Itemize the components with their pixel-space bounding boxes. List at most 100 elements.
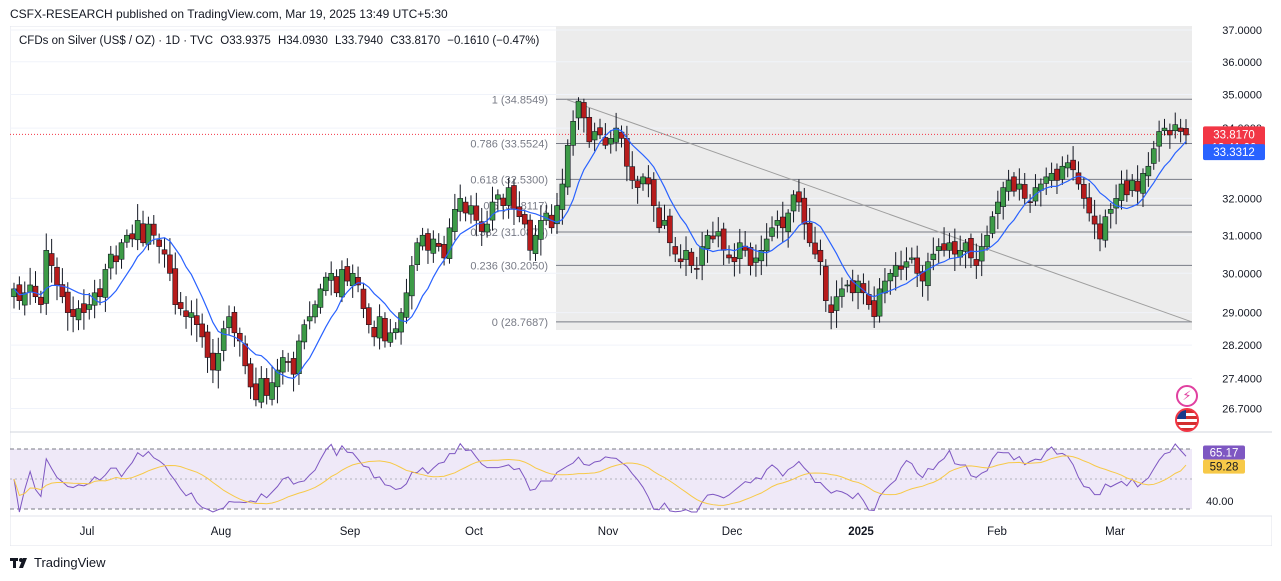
fib-level-label: 0.236 (30.2050) (470, 260, 548, 272)
candle-body (226, 316, 232, 329)
candle-body (247, 363, 254, 388)
candle-body (629, 166, 636, 181)
price-tick-label: 32.0000 (1222, 193, 1262, 205)
fib-level-label: 0 (28.7687) (492, 317, 548, 329)
price-tick-label: 28.2000 (1222, 340, 1262, 352)
candle-body (323, 276, 329, 292)
candle-body (430, 238, 437, 254)
candle-body (1054, 168, 1060, 181)
price-tick-label: 31.0000 (1222, 230, 1262, 242)
candle-body (285, 361, 291, 363)
candle-body (489, 201, 496, 221)
candle-body (796, 191, 802, 203)
candle-body (624, 138, 630, 167)
time-axis-label: Sep (340, 526, 360, 538)
time-axis-label: 2025 (848, 526, 874, 538)
candle-body (1043, 176, 1050, 184)
candle-body (613, 127, 619, 143)
fib-level-label: 0.786 (33.5524) (470, 138, 548, 150)
candle-body (258, 378, 265, 403)
candle-body (1011, 176, 1017, 192)
candle-body (113, 255, 119, 263)
candle-body (1021, 184, 1028, 199)
candle-body (215, 353, 222, 371)
candle-body (758, 250, 765, 262)
candle-body (575, 100, 582, 119)
fib-level-label: 0.618 (32.5300) (470, 174, 548, 186)
candle-body (1064, 162, 1071, 169)
candle-body (935, 246, 942, 251)
fib-level-label: 1 (34.8549) (492, 94, 548, 106)
candle-body (516, 206, 523, 217)
candle-body (328, 272, 334, 281)
candle-body (183, 310, 189, 317)
candle-body (43, 250, 50, 304)
candle-body (779, 216, 786, 229)
candle-body (134, 220, 141, 241)
candle-body (495, 194, 501, 200)
candle-body (602, 137, 609, 146)
candle-body (667, 215, 673, 244)
candle-body (296, 340, 302, 374)
candle-body (839, 288, 845, 297)
candle-body (693, 268, 700, 270)
candle-body (817, 249, 824, 263)
candle-body (118, 242, 125, 260)
rsi-ma-badge (1203, 459, 1245, 474)
candle-body (102, 269, 109, 298)
candle-body (995, 201, 1001, 214)
us-flag-canton (1177, 410, 1186, 419)
lightning-icon[interactable]: ⚡ (1176, 385, 1198, 407)
tradingview-brand[interactable]: TradingView (10, 555, 106, 570)
rsi-line (13, 442, 1187, 513)
time-axis-label: Jul (80, 526, 95, 538)
candle-body (876, 288, 883, 317)
price-tick-label: 36.0000 (1222, 57, 1262, 69)
candle-body (855, 280, 861, 293)
candle-body (978, 246, 985, 262)
candle-body (650, 179, 657, 206)
candle-body (564, 144, 571, 188)
candle-body (828, 304, 834, 313)
candle-body (263, 378, 270, 396)
candle-body (973, 259, 980, 266)
us-flag-icon[interactable] (1175, 408, 1199, 432)
candle-body (1140, 173, 1146, 194)
candle-body (882, 280, 888, 294)
candle-body (1059, 165, 1066, 180)
candle-body (618, 131, 625, 139)
candle-body (892, 265, 899, 277)
candle-body (1150, 148, 1157, 164)
candle-body (344, 266, 351, 282)
fib-zone (556, 26, 1192, 330)
candle-body (554, 205, 560, 225)
candle-body (1167, 130, 1173, 136)
candle-body (1129, 180, 1136, 191)
candle-body (941, 243, 947, 251)
candle-body (763, 238, 770, 252)
candle-body (672, 246, 679, 255)
candle-body (914, 257, 920, 274)
candle-body (32, 285, 39, 298)
candle-body (59, 284, 66, 298)
candle-body (172, 268, 179, 305)
candle-body (1177, 127, 1184, 132)
candle-body (1102, 216, 1109, 241)
candle-body (586, 116, 593, 143)
candle-body (1000, 187, 1007, 207)
candle-body (1091, 215, 1098, 225)
candle-body (930, 253, 937, 260)
rsi-value-badge (1203, 445, 1245, 460)
candle-body (710, 235, 716, 240)
candle-body (753, 257, 759, 263)
candle-body (301, 324, 308, 343)
price-tick-label: 37.0000 (1222, 26, 1262, 37)
candle-body (844, 284, 851, 287)
candle-body (952, 241, 958, 255)
candle-body (306, 316, 313, 322)
candle-body (683, 250, 689, 260)
chart-frame[interactable]: 1 (34.8549) 0.786 (33.5524) 0.618 (32.5300… (10, 26, 1272, 546)
trendline (565, 98, 1193, 323)
candle-body (425, 233, 431, 251)
candle-body (532, 234, 539, 254)
